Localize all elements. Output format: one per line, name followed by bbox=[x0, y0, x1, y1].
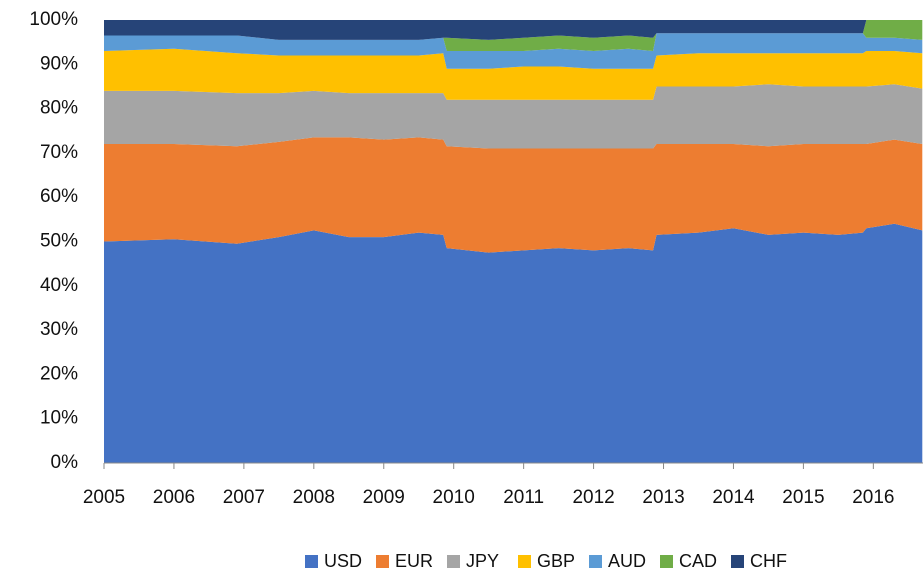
legend-swatch bbox=[376, 555, 389, 568]
y-tick-label: 0% bbox=[51, 452, 79, 473]
legend-label: AUD bbox=[608, 551, 646, 571]
legend-swatch bbox=[518, 555, 531, 568]
legend-label: EUR bbox=[395, 551, 433, 571]
legend-label: USD bbox=[324, 551, 362, 571]
y-tick-label: 40% bbox=[40, 275, 78, 296]
y-tick-label: 90% bbox=[40, 53, 78, 74]
x-tick-label: 2012 bbox=[572, 487, 614, 508]
area bbox=[104, 48, 923, 100]
area bbox=[104, 223, 923, 463]
y-tick-label: 10% bbox=[40, 408, 78, 429]
y-tick-label: 70% bbox=[40, 142, 78, 163]
area bbox=[104, 137, 923, 253]
x-tick-label: 2006 bbox=[153, 487, 195, 508]
legend-label: CAD bbox=[679, 551, 717, 571]
legend-swatch bbox=[660, 555, 673, 568]
y-tick-label: 80% bbox=[40, 98, 78, 119]
y-tick-label: 30% bbox=[40, 319, 78, 340]
x-tick-label: 2016 bbox=[852, 487, 894, 508]
y-tick-label: 60% bbox=[40, 186, 78, 207]
x-tick-label: 2008 bbox=[293, 487, 335, 508]
x-tick-label: 2015 bbox=[782, 487, 824, 508]
x-tick-label: 2009 bbox=[363, 487, 405, 508]
legend-swatch bbox=[731, 555, 744, 568]
area bbox=[104, 20, 923, 52]
legend-label: GBP bbox=[537, 551, 575, 571]
area bbox=[104, 20, 923, 40]
legend-swatch bbox=[589, 555, 602, 568]
x-tick-label: 2014 bbox=[712, 487, 755, 508]
legend-label: JPY bbox=[466, 551, 499, 571]
legend-label: CHF bbox=[750, 551, 787, 571]
y-tick-label: 100% bbox=[29, 9, 78, 30]
x-tick-label: 2011 bbox=[503, 487, 544, 508]
x-tick-label: 2005 bbox=[83, 487, 125, 508]
x-tick-label: 2007 bbox=[223, 487, 265, 508]
area bbox=[104, 84, 923, 149]
y-tick-label: 20% bbox=[40, 363, 78, 384]
x-tick-label: 2010 bbox=[433, 487, 475, 508]
legend-swatch bbox=[447, 555, 460, 568]
area bbox=[104, 33, 923, 69]
x-tick-label: 2013 bbox=[642, 487, 684, 508]
y-tick-label: 50% bbox=[40, 231, 78, 252]
legend-swatch bbox=[305, 555, 318, 568]
